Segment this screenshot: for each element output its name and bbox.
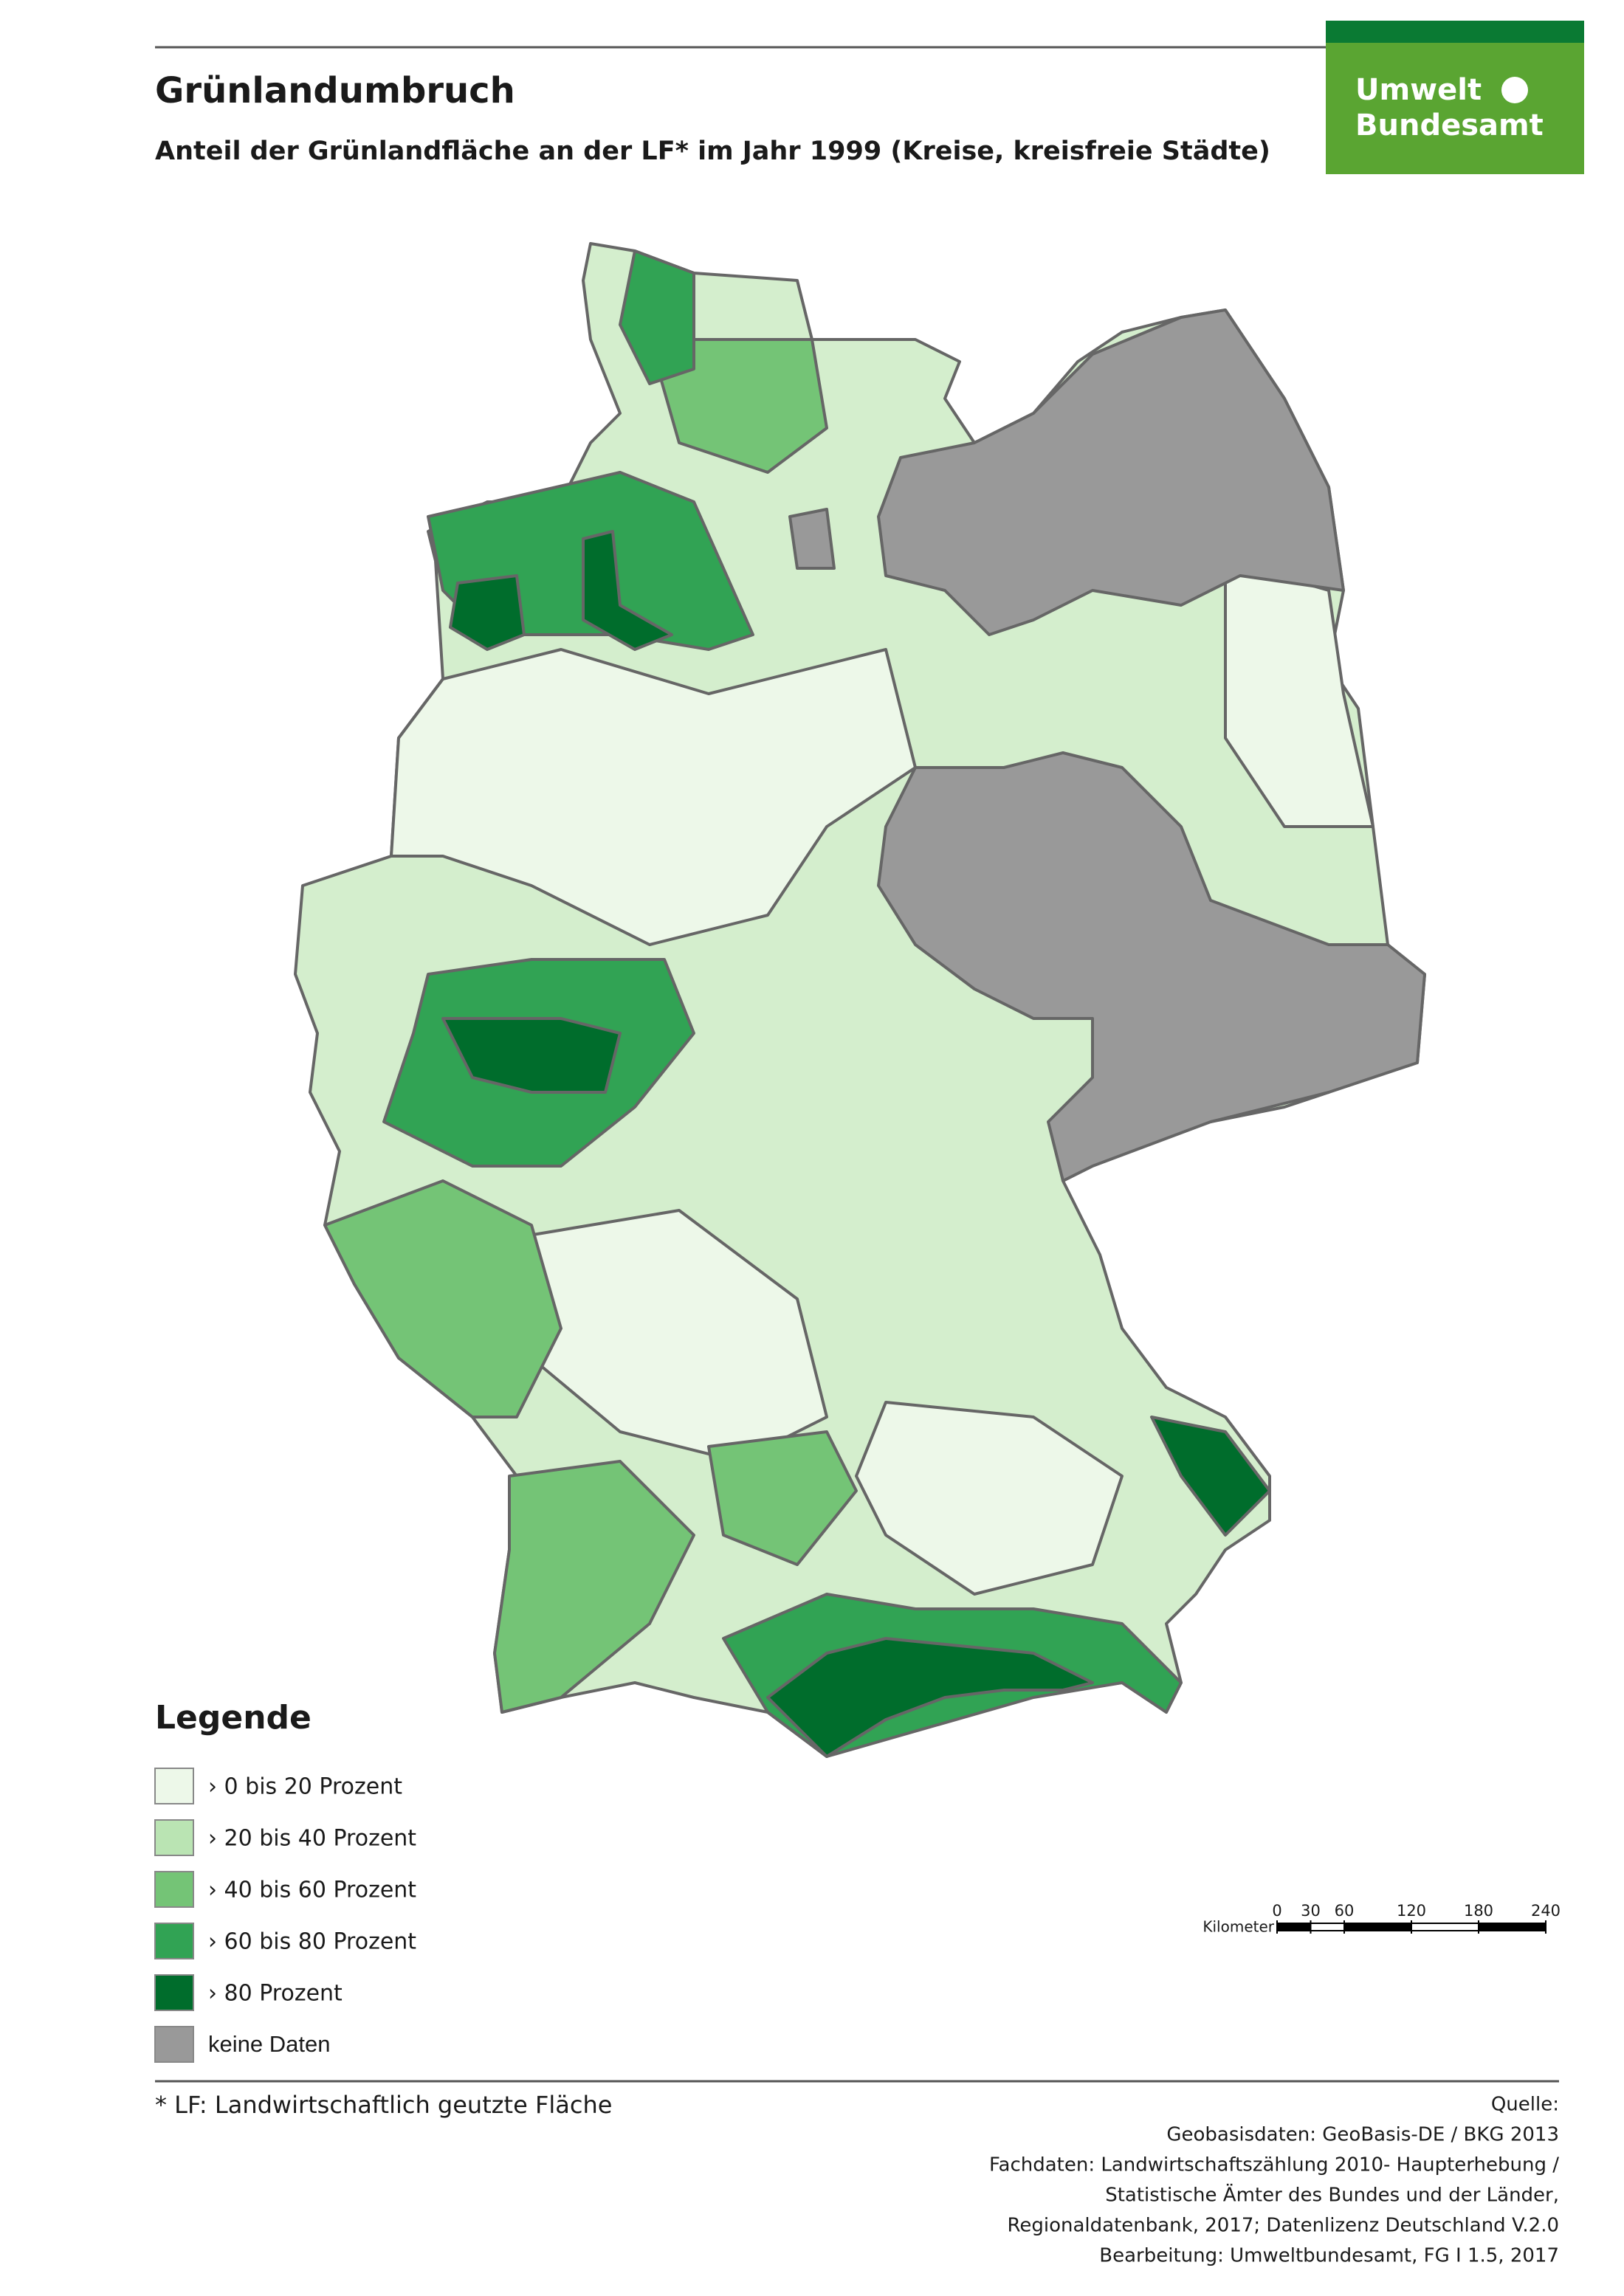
map xyxy=(294,242,1426,1758)
legend-swatch xyxy=(154,1871,194,1908)
source-line: Bearbeitung: Umweltbundesamt, FG I 1.5, … xyxy=(1099,2245,1559,2267)
region xyxy=(855,1401,1124,1596)
scale-segment xyxy=(1478,1923,1546,1931)
logo-text: Umwelt xyxy=(1355,73,1482,107)
legend-swatch xyxy=(154,1974,194,2011)
legend-label: › 0 bis 20 Prozent xyxy=(208,1774,402,1800)
legend-swatch xyxy=(154,2026,194,2063)
source-line: Fachdaten: Landwirtschaftszählung 2010- … xyxy=(989,2154,1559,2176)
legend-swatch xyxy=(154,1819,194,1856)
region xyxy=(877,308,1345,636)
region xyxy=(582,530,673,651)
footnote: * LF: Landwirtschaftlich geutzte Fläche xyxy=(155,2091,612,2119)
legend-label: keine Daten xyxy=(208,2031,330,2057)
legend-title: Legende xyxy=(155,1699,312,1737)
legend: › 0 bis 20 Prozent › 20 bis 40 Prozent › 4… xyxy=(154,1768,416,2063)
source-line: Regionaldatenbank, 2017; Datenlizenz Deu… xyxy=(1007,2215,1559,2237)
source-line: Statistische Ämter des Bundes und der Lä… xyxy=(1105,2183,1559,2207)
scale-label: 120 xyxy=(1397,1902,1426,1920)
logo-strip xyxy=(1326,21,1584,43)
legend-label: › 80 Prozent xyxy=(208,1981,343,2007)
scale-segment xyxy=(1310,1923,1345,1931)
source: Quelle: Geobasisdaten: GeoBasis-DE / BKG … xyxy=(989,2094,1559,2267)
scale-unit: Kilometer xyxy=(1202,1918,1274,1936)
scale-label: 240 xyxy=(1531,1902,1561,1920)
scale-label: 60 xyxy=(1335,1902,1355,1920)
scale-label: 0 xyxy=(1272,1902,1281,1920)
subtitle: Anteil der Grünlandfläche an der LF* im … xyxy=(155,137,1270,166)
legend-label: › 20 bis 40 Prozent xyxy=(208,1826,416,1852)
region xyxy=(1150,1416,1271,1537)
region xyxy=(766,1637,1094,1758)
region xyxy=(390,648,917,946)
region xyxy=(323,1179,562,1418)
legend-swatch xyxy=(154,1768,194,1804)
legend-label: › 60 bis 80 Prozent xyxy=(208,1929,416,1955)
region xyxy=(493,1460,695,1714)
scale-segment xyxy=(1276,1923,1312,1931)
region xyxy=(877,751,1426,1182)
region xyxy=(707,1430,858,1566)
source-line: Quelle: xyxy=(1491,2094,1559,2116)
scale-label: 30 xyxy=(1301,1902,1321,1920)
region xyxy=(449,574,526,651)
legend-swatch xyxy=(154,1923,194,1959)
logo-icon xyxy=(1501,77,1528,103)
legend-label: › 40 bis 60 Prozent xyxy=(208,1878,416,1903)
logo-box xyxy=(1326,43,1584,174)
source-line: Geobasisdaten: GeoBasis-DE / BKG 2013 xyxy=(1166,2124,1559,2146)
region xyxy=(788,508,836,570)
region xyxy=(648,338,828,474)
region xyxy=(619,249,695,385)
logo-text: Bundesamt xyxy=(1355,108,1544,142)
region xyxy=(1224,559,1374,828)
scale-segment xyxy=(1411,1923,1479,1931)
scale-label: 180 xyxy=(1464,1902,1493,1920)
scale-bar: 0 30 60 120 180 240 Kilometer xyxy=(1202,1902,1561,1936)
region xyxy=(441,1017,622,1094)
title: Grünlandumbruch xyxy=(155,70,515,111)
scale-segment xyxy=(1343,1923,1412,1931)
